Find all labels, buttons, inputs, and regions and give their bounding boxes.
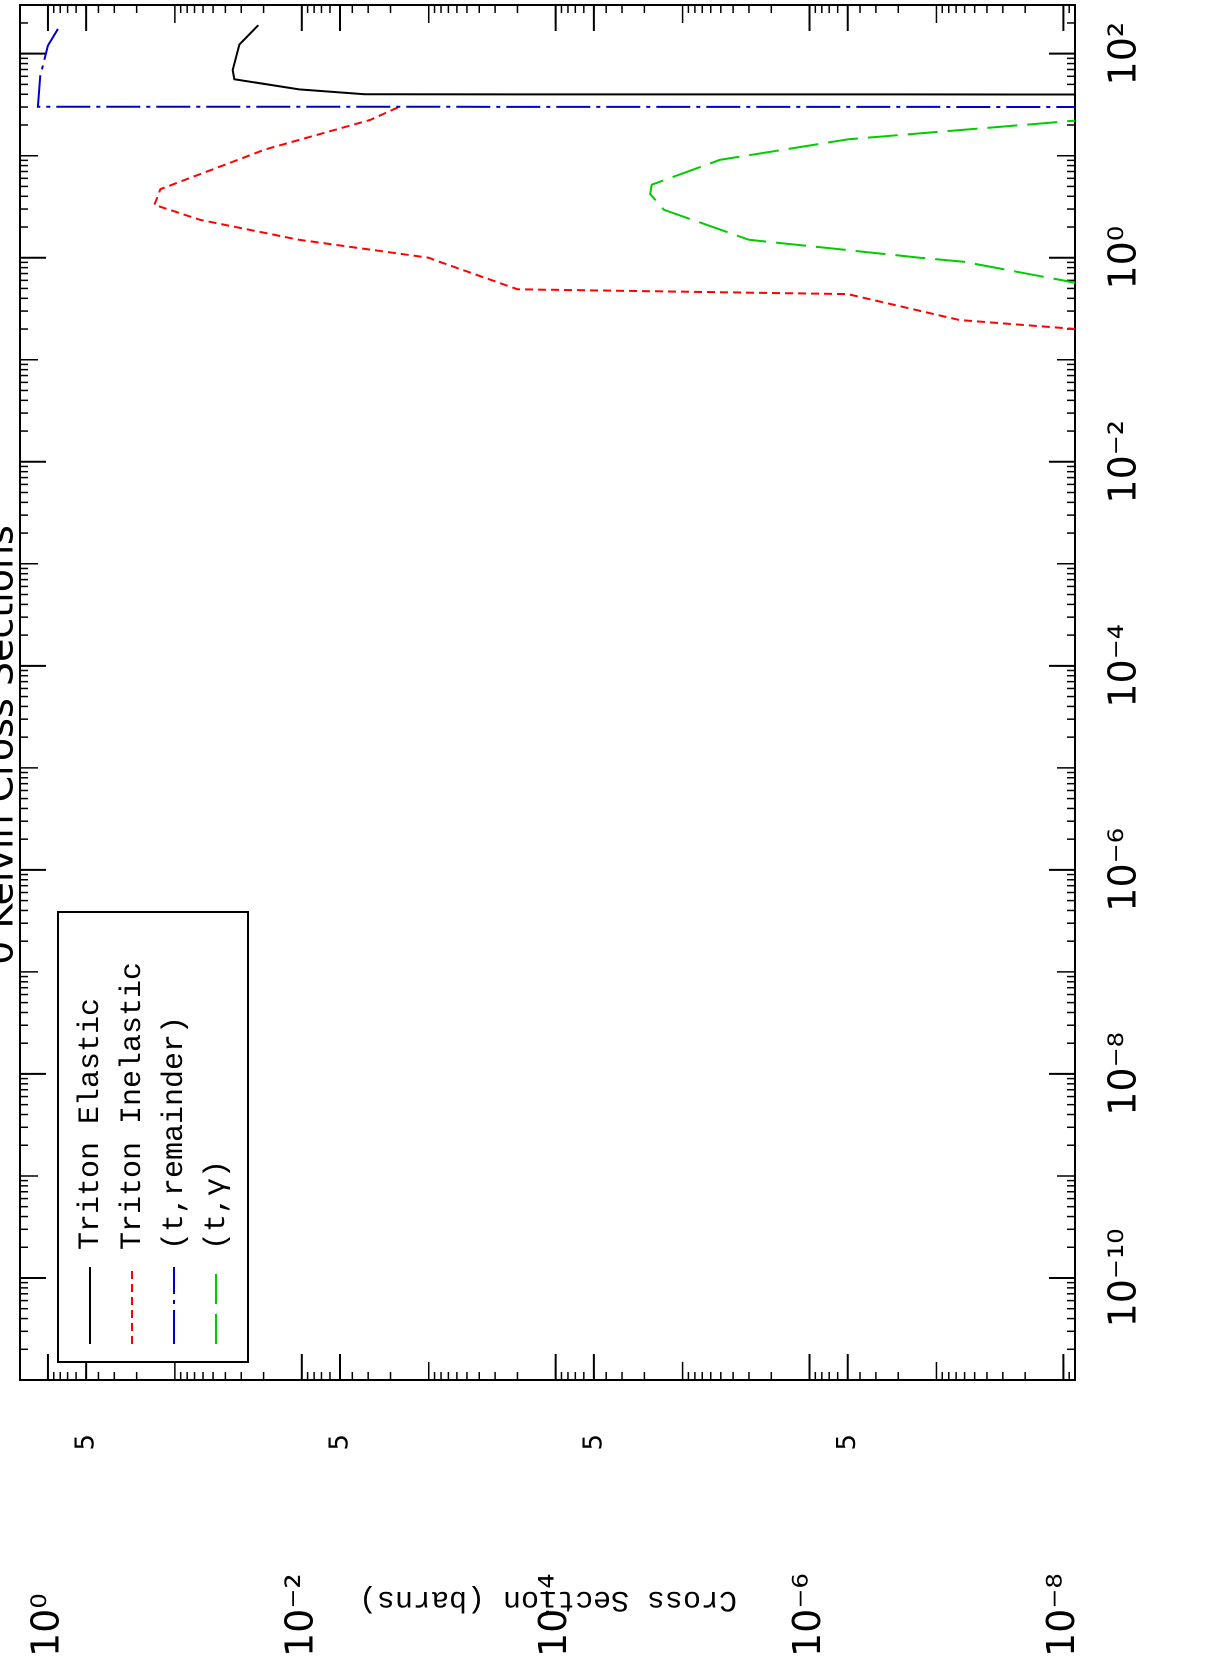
- legend-label: (t,γ): [200, 1160, 234, 1250]
- series-line: [36, 24, 1075, 108]
- x-tick-label: 10²: [1101, 22, 1145, 86]
- y-tick-label: 5: [71, 1434, 101, 1451]
- plot-area: [36, 24, 1075, 330]
- y-tick-label: 5: [325, 1434, 355, 1451]
- x-tick-label: 10⁻²: [1101, 420, 1145, 504]
- x-tick-label: 10⁰: [1101, 226, 1145, 290]
- plot-frame: [19, 4, 1076, 1381]
- legend-label: (t,remainder): [158, 1016, 192, 1250]
- y-tick-label: 10⁻²: [277, 1573, 321, 1657]
- x-tick-label: 10⁻⁸: [1101, 1032, 1145, 1116]
- y-tick-label: 10⁰: [23, 1593, 67, 1657]
- series-line: [649, 119, 1075, 286]
- legend-box: [57, 911, 249, 1363]
- series-line: [153, 105, 1075, 330]
- y-tick-label: 10⁻⁶: [785, 1573, 829, 1657]
- legend-label: Triton Inelastic: [116, 962, 150, 1250]
- legend-label: Triton Elastic: [74, 998, 108, 1250]
- x-tick-label: 10⁻¹⁰: [1101, 1229, 1145, 1328]
- chart-title: 0 Kelvin Cross Sections: [0, 525, 22, 965]
- x-tick-label: 10⁻⁴: [1101, 624, 1145, 708]
- x-tick-label: 10⁻⁶: [1101, 828, 1145, 912]
- series-line: [231, 24, 1075, 96]
- y-tick-label: 10⁻⁴: [531, 1573, 575, 1657]
- y-tick-label: 10⁻⁸: [1039, 1573, 1083, 1657]
- rotated-plot: 0 Kelvin Cross Sections Cross Section (b…: [0, 4, 1145, 1657]
- y-axis-label: Cross Section (barns): [359, 1582, 737, 1616]
- y-tick-label: 5: [578, 1434, 608, 1451]
- y-tick-label: 5: [832, 1434, 862, 1451]
